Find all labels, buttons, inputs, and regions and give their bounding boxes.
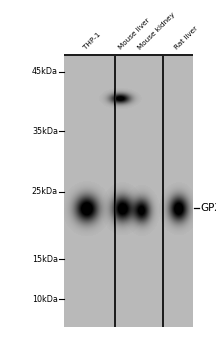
Text: 15kDa: 15kDa: [32, 254, 58, 264]
Text: Mouse kidney: Mouse kidney: [137, 12, 177, 51]
Text: Rat liver: Rat liver: [174, 26, 200, 51]
Text: 45kDa: 45kDa: [32, 67, 58, 76]
Text: Mouse liver: Mouse liver: [118, 18, 151, 51]
Text: 10kDa: 10kDa: [32, 295, 58, 304]
Text: 25kDa: 25kDa: [32, 187, 58, 196]
Text: 35kDa: 35kDa: [32, 127, 58, 136]
Text: GPX1: GPX1: [200, 203, 216, 213]
Text: THP-1: THP-1: [82, 32, 102, 51]
